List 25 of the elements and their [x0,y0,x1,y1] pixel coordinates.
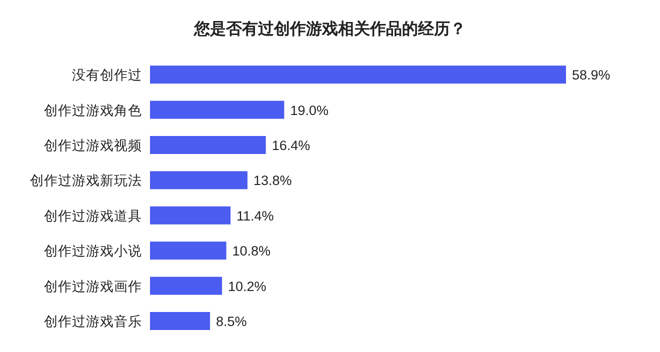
bar [150,312,210,330]
data-label: 16.4% [272,138,310,153]
data-label: 13.8% [253,173,292,188]
data-label: 11.4% [236,208,274,224]
y-tick-label: 创作过游戏新玩法 [30,173,142,188]
bar [150,171,248,190]
y-tick-label: 没有创作过 [72,68,142,83]
bar [150,206,231,224]
bar [150,276,222,295]
bar [150,136,266,154]
data-label: 8.5% [216,314,247,329]
y-tick-label: 创作过游戏画作 [44,278,142,294]
y-tick-label: 创作过游戏道具 [44,208,142,224]
data-label: 10.2% [228,278,266,294]
data-label: 10.8% [232,244,271,259]
y-tick-label: 创作过游戏角色 [44,102,142,118]
bar [150,66,566,84]
data-label: 58.9% [572,68,610,83]
y-tick-label: 创作过游戏小说 [44,244,142,259]
bar [150,100,284,119]
y-tick-label: 创作过游戏音乐 [44,314,142,329]
data-label: 19.0% [290,102,328,118]
chart-title: 您是否有过创作游戏相关作品的经历？ [193,20,466,38]
y-tick-label: 创作过游戏视频 [44,138,142,153]
bar [150,242,226,260]
